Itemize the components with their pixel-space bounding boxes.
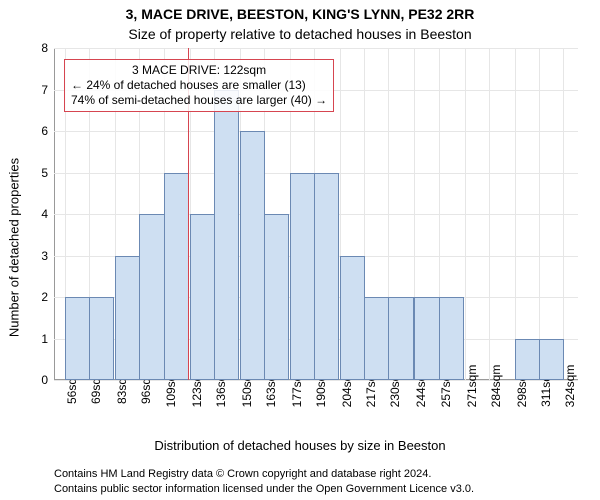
histogram-bar — [214, 90, 239, 381]
x-axis-label: Distribution of detached houses by size … — [0, 438, 600, 453]
y-tick-label: 1 — [41, 332, 48, 346]
gridline-vertical — [563, 48, 564, 380]
histogram-bar — [190, 214, 215, 380]
histogram-bar — [539, 339, 564, 381]
y-axis-label: Number of detached properties — [7, 138, 22, 358]
histogram-bar — [264, 214, 289, 380]
y-tick-label: 4 — [41, 207, 48, 221]
histogram-bar — [240, 131, 265, 380]
title-line-1: 3, MACE DRIVE, BEESTON, KING'S LYNN, PE3… — [0, 6, 600, 22]
histogram-bar — [115, 256, 140, 381]
y-tick-label: 5 — [41, 166, 48, 180]
histogram-bar — [439, 297, 464, 380]
y-tick-label: 2 — [41, 290, 48, 304]
histogram-bar — [89, 297, 114, 380]
y-tick-label: 8 — [41, 41, 48, 55]
y-tick-label: 3 — [41, 249, 48, 263]
y-axis-label-wrap: Number of detached properties — [4, 0, 22, 500]
histogram-bar — [65, 297, 90, 380]
x-tick-label: 284sqm — [489, 365, 503, 408]
gridline-vertical — [515, 48, 516, 380]
footer-line-1: Contains HM Land Registry data © Crown c… — [54, 467, 590, 481]
histogram-bar — [414, 297, 439, 380]
y-tick-label: 0 — [41, 373, 48, 387]
gridline-vertical — [539, 48, 540, 380]
gridline-vertical — [465, 48, 466, 380]
annotation-line-3: 74% of semi-detached houses are larger (… — [71, 93, 327, 108]
annotation-line-2: ← 24% of detached houses are smaller (13… — [71, 78, 327, 93]
histogram-bar — [515, 339, 540, 381]
footer-line-2: Contains public sector information licen… — [54, 482, 590, 496]
histogram-bar — [164, 173, 189, 381]
annotation-line-1: 3 MACE DRIVE: 122sqm — [71, 63, 327, 78]
annotation-box: 3 MACE DRIVE: 122sqm ← 24% of detached h… — [64, 59, 334, 112]
title-line-2: Size of property relative to detached ho… — [0, 26, 600, 42]
y-tick-label: 7 — [41, 83, 48, 97]
plot-area: 01234567856sqm69sqm83sqm96sqm109sqm123sq… — [54, 48, 578, 380]
histogram-bar — [290, 173, 315, 381]
histogram-bar — [314, 173, 339, 381]
x-tick-label: 271sqm — [465, 365, 479, 408]
gridline-vertical — [489, 48, 490, 380]
histogram-bar — [388, 297, 413, 380]
histogram-bar — [139, 214, 164, 380]
histogram-bar — [340, 256, 365, 381]
x-tick-label: 324sqm — [563, 365, 577, 408]
gridline-horizontal — [54, 48, 578, 49]
attribution-footer: Contains HM Land Registry data © Crown c… — [54, 467, 590, 496]
y-tick-label: 6 — [41, 124, 48, 138]
chart-container: 3, MACE DRIVE, BEESTON, KING'S LYNN, PE3… — [0, 0, 600, 500]
histogram-bar — [364, 297, 389, 380]
gridline-horizontal — [54, 131, 578, 132]
